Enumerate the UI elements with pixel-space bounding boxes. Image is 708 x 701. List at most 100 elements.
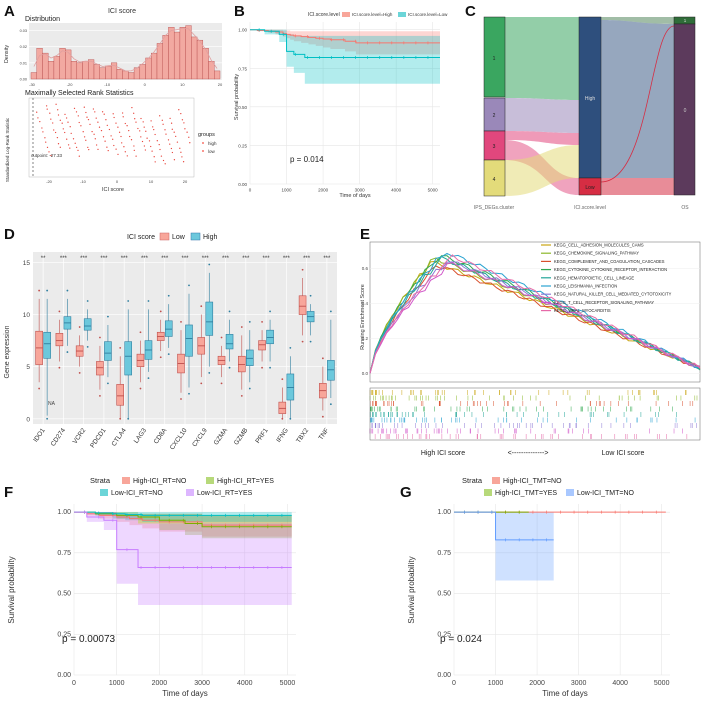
rank-stat-point bbox=[178, 109, 180, 111]
boxplot-outlier bbox=[321, 357, 324, 360]
km-ytick: 1.00 bbox=[437, 509, 451, 516]
rank-stat-point bbox=[88, 148, 90, 151]
boxplot-gene-label: IDO1 bbox=[32, 427, 47, 444]
km-xtick: 4000 bbox=[237, 680, 253, 687]
rank-stat-point bbox=[128, 129, 130, 132]
boxplot-significance: *** bbox=[222, 256, 230, 262]
boxplot-gene-label: IFNG bbox=[275, 427, 290, 444]
km-ytick: 0.00 bbox=[57, 672, 71, 679]
rank-stat-point bbox=[160, 155, 163, 157]
rank-stat-xtick: 10 bbox=[149, 179, 154, 184]
rank-stat-point bbox=[61, 122, 63, 124]
rank-stat-point bbox=[94, 138, 96, 140]
km-survival-curve bbox=[454, 511, 554, 541]
boxplot-outlier bbox=[139, 387, 142, 390]
rank-stat-point bbox=[118, 131, 121, 133]
boxplot-outlier bbox=[139, 331, 142, 334]
histogram-bar bbox=[145, 57, 152, 80]
rank-stat-point bbox=[53, 129, 55, 131]
gsea-legend-label: KEGG_COMPLEMENT_AND_COAGULATION_CASCADES bbox=[554, 259, 665, 264]
rank-stat-point bbox=[156, 140, 158, 142]
rank-stat-point bbox=[69, 147, 71, 149]
rank-stat-point bbox=[162, 159, 165, 162]
panel-d-boxplot: ICI score Low High Gene expression 0 5 10 1… bbox=[4, 232, 337, 451]
rank-stat-point bbox=[117, 126, 119, 128]
rank-stat-point bbox=[173, 131, 175, 133]
sankey-axis-cluster: IPS_DEGs.cluster bbox=[474, 205, 515, 211]
rank-stat-ylabel: Standardized Log-Rank Statistic bbox=[5, 117, 10, 182]
boxplot-box bbox=[225, 334, 234, 350]
histogram-title: ICI score bbox=[108, 8, 136, 15]
sankey-flow-low-1 bbox=[600, 25, 675, 183]
panel-letter-f: F bbox=[4, 484, 14, 501]
boxplot-ytick: 0 bbox=[26, 416, 30, 423]
km-xtick: 0 bbox=[452, 680, 456, 687]
sankey-label-cluster-4: 4 bbox=[493, 177, 496, 183]
km-b-legend-high: ICI.score.level=High bbox=[352, 12, 393, 17]
boxplot-box bbox=[164, 320, 173, 337]
histogram-xtick: 0 bbox=[144, 82, 147, 87]
sankey-flow-high-0 bbox=[601, 20, 674, 178]
km-ytick: 0.25 bbox=[238, 143, 247, 148]
rank-stat-point bbox=[73, 107, 76, 110]
boxplot-gene-label: GZMA bbox=[213, 427, 230, 447]
boxplot-significance: *** bbox=[303, 256, 311, 262]
groups-legend-title: groups bbox=[198, 132, 215, 138]
panel-letter-b: B bbox=[234, 3, 245, 20]
boxplot-gene-label: CD8A bbox=[153, 427, 169, 446]
boxplot-outlier bbox=[289, 347, 292, 349]
rank-stat-point bbox=[121, 142, 123, 144]
sankey-label-cluster-3: 3 bbox=[493, 144, 496, 150]
km-xtick: 3000 bbox=[571, 680, 587, 687]
boxplot-significance: *** bbox=[121, 256, 129, 262]
km-ytick: 0.00 bbox=[238, 182, 247, 187]
km-f-legend-2: High-ICI_RT=YES bbox=[217, 478, 274, 485]
rank-stat-point bbox=[75, 146, 78, 149]
histogram-ytick: 0.00 bbox=[20, 78, 27, 82]
km-ytick: 0.75 bbox=[437, 550, 451, 557]
rank-stat-point bbox=[162, 123, 164, 125]
rank-stat-plot-bg bbox=[28, 97, 195, 178]
boxplot-box bbox=[286, 373, 295, 401]
histogram-bar bbox=[185, 25, 192, 80]
rank-stat-point bbox=[64, 113, 66, 116]
rank-stat-point bbox=[148, 140, 151, 142]
rank-stat-point bbox=[171, 128, 173, 130]
km-f-legend-swatch-2 bbox=[206, 477, 214, 484]
boxplot-outlier bbox=[119, 417, 122, 420]
rank-stat-point bbox=[77, 149, 79, 152]
km-xtick: 4000 bbox=[391, 188, 402, 193]
rank-stat-point bbox=[186, 131, 188, 133]
km-b-legend-low: ICI.score.level=Low bbox=[408, 12, 448, 17]
km-b-legend-title: ICI.score.level bbox=[308, 12, 340, 18]
rank-stat-point bbox=[54, 131, 57, 134]
boxplot-outlier bbox=[58, 366, 61, 369]
rank-stat-point bbox=[151, 150, 153, 152]
boxplot-outlier bbox=[167, 353, 170, 356]
boxplot-outlier bbox=[78, 326, 81, 328]
gsea-ytick: 0.0 bbox=[362, 371, 369, 376]
histogram-bar bbox=[30, 72, 37, 80]
km-f-pvalue: p = 0.00073 bbox=[62, 634, 116, 645]
boxplot-outlier bbox=[147, 300, 150, 302]
boxplot-outlier bbox=[228, 310, 231, 313]
gsea-low-label: Low ICI score bbox=[602, 450, 645, 457]
histogram-bar bbox=[128, 72, 135, 80]
histogram-xtick: -20 bbox=[67, 82, 74, 87]
histogram-bar bbox=[47, 61, 55, 80]
rank-stat-point bbox=[131, 106, 133, 109]
histogram-bar bbox=[179, 27, 186, 80]
rank-stat-point bbox=[83, 136, 86, 138]
gsea-curve bbox=[369, 262, 701, 374]
sankey-flow-4-high bbox=[505, 145, 579, 196]
sankey-flow-2-high bbox=[505, 98, 579, 133]
boxplot-outlier bbox=[107, 382, 109, 385]
km-g-ylabel: Survival probability bbox=[407, 556, 416, 623]
histogram-bar bbox=[99, 67, 106, 80]
km-f-legend-swatch-4 bbox=[186, 489, 194, 496]
km-ytick: 0.50 bbox=[57, 591, 71, 598]
rank-stat-point bbox=[141, 140, 144, 143]
rank-stat-point bbox=[112, 138, 114, 140]
boxplot-box bbox=[266, 329, 274, 345]
km-g-strata-title: Strata bbox=[462, 476, 483, 485]
